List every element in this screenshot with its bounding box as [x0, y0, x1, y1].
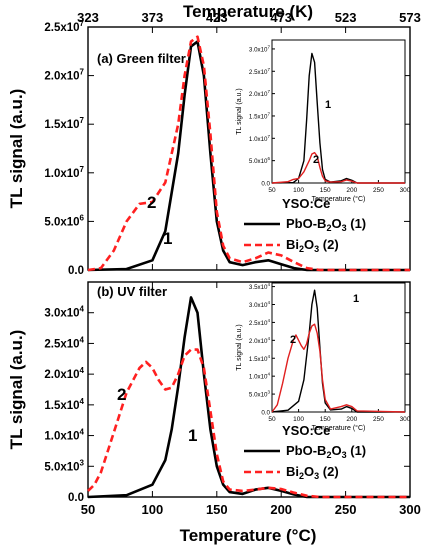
inset-y-axis-label: TL signal (a.u.): [236, 88, 243, 134]
inset-y-tick-label: 1.0x107: [249, 134, 271, 143]
panel-label: (a) Green filter: [97, 51, 186, 66]
series-2-line: [87, 348, 410, 499]
y-tick-label: 0.0: [68, 492, 84, 504]
inset-annotation: 1: [325, 99, 331, 111]
inset-x-tick-label: 200: [346, 416, 357, 423]
x-tick-label: 250: [335, 502, 357, 517]
y-tick-label: 0.0: [68, 265, 84, 277]
inset-x-tick-label: 50: [268, 416, 276, 423]
y-tick-label: 2.5x107: [44, 19, 84, 34]
legend-label: Bi2O3 (2): [286, 237, 339, 254]
top-axis-label: Temperature (K): [183, 2, 313, 21]
inset-y-tick-label: 1.0x104: [249, 372, 271, 381]
top-tick-label: 423: [206, 10, 228, 25]
inset-y-tick-label: 0.0: [261, 410, 270, 417]
panel-frame: [87, 281, 411, 498]
curve-annotation: 2: [117, 385, 126, 404]
inset-annotation: 1: [353, 293, 359, 305]
inset-x-tick-label: 200: [346, 187, 357, 194]
inset-x-tick-label: 150: [320, 187, 331, 194]
y-tick-label: 1.0x104: [44, 428, 84, 443]
inset-series-2-line: [271, 323, 406, 413]
inset-x-tick-label: 300: [400, 187, 411, 194]
x-tick-label: 50: [81, 502, 95, 517]
series-1-line: [87, 296, 410, 499]
inset-y-tick-label: 3.0x104: [249, 300, 271, 309]
y-tick-label: 2.0x104: [44, 366, 84, 381]
inset-y-tick-label: 1.5x104: [249, 354, 271, 363]
y-tick-label: 2.5x104: [44, 335, 84, 350]
y-axis-label: TL signal (a.u.): [7, 89, 26, 209]
inset-y-tick-label: 5.0x103: [249, 390, 271, 399]
legend-label: PbO-B2O3 (1): [286, 443, 366, 460]
inset-x-tick-label: 100: [293, 187, 304, 194]
inset-y-tick-label: 2.5x104: [249, 318, 271, 327]
inset-y-tick-label: 2.5x107: [249, 67, 271, 76]
y-axis-label: TL signal (a.u.): [7, 330, 26, 450]
inset-x-tick-label: 300: [400, 416, 411, 423]
y-tick-label: 1.5x104: [44, 397, 84, 412]
panel-label: (b) UV filter: [97, 284, 167, 299]
inset-annotation: 2: [313, 154, 319, 166]
x-tick-label: 150: [206, 502, 228, 517]
inset-y-tick-label: 3.5x104: [249, 282, 271, 291]
x-tick-label: 100: [142, 502, 164, 517]
curve-annotation: 1: [188, 426, 197, 445]
legend-label: Bi2O3 (2): [286, 464, 339, 481]
legend-label: PbO-B2O3 (1): [286, 216, 366, 233]
inset-x-tick-label: 50: [268, 187, 276, 194]
inset-y-tick-label: 5.0x106: [249, 156, 271, 165]
top-tick-label: 323: [77, 10, 99, 25]
y-tick-label: 2.0x107: [44, 68, 84, 83]
y-tick-label: 5.0x106: [44, 213, 84, 228]
inset-x-tick-label: 150: [320, 416, 331, 423]
top-tick-label: 573: [399, 10, 421, 25]
y-tick-label: 1.5x107: [44, 116, 84, 131]
inset-x-tick-label: 250: [373, 416, 384, 423]
top-tick-label: 373: [142, 10, 164, 25]
curve-annotation: 1: [163, 229, 172, 248]
x-tick-label: 300: [399, 502, 421, 517]
top-tick-label: 473: [270, 10, 292, 25]
inset-y-tick-label: 1.5x107: [249, 111, 271, 120]
series-1-line: [87, 40, 410, 272]
inset-series-2-line: [271, 151, 405, 184]
top-tick-label: 523: [335, 10, 357, 25]
bottom-axis-label-text: Temperature (°C): [180, 526, 317, 545]
y-tick-label: 1.0x107: [44, 165, 84, 180]
inset-y-tick-label: 0.0: [261, 181, 270, 188]
inset-frame: [271, 282, 406, 413]
inset-annotation: 2: [290, 334, 296, 346]
x-tick-label: 200: [270, 502, 292, 517]
y-tick-label: 3.0x104: [44, 305, 84, 320]
bottom-axis-label: Temperature (°C): [180, 526, 317, 545]
panel-frame: [87, 26, 411, 271]
y-tick-label: 5.0x103: [44, 458, 84, 473]
inset-x-tick-label: 100: [293, 416, 304, 423]
inset-series-1-line: [271, 52, 405, 184]
inset-y-axis-label: TL signal (a.u.): [236, 324, 243, 370]
inset-x-axis-label: Temperature (°C): [312, 424, 366, 432]
inset-frame: [271, 39, 406, 184]
curve-annotation: 2: [147, 193, 156, 212]
inset-y-tick-label: 2.0x107: [249, 89, 271, 98]
legend-sample: YSO:Ce: [282, 196, 330, 211]
inset-y-tick-label: 3.0x107: [249, 44, 271, 53]
inset-x-axis-label: Temperature (°C): [312, 195, 366, 203]
legend-sample: YSO:Ce: [282, 423, 330, 438]
inset-x-tick-label: 250: [373, 187, 384, 194]
inset-y-tick-label: 2.0x104: [249, 336, 271, 345]
